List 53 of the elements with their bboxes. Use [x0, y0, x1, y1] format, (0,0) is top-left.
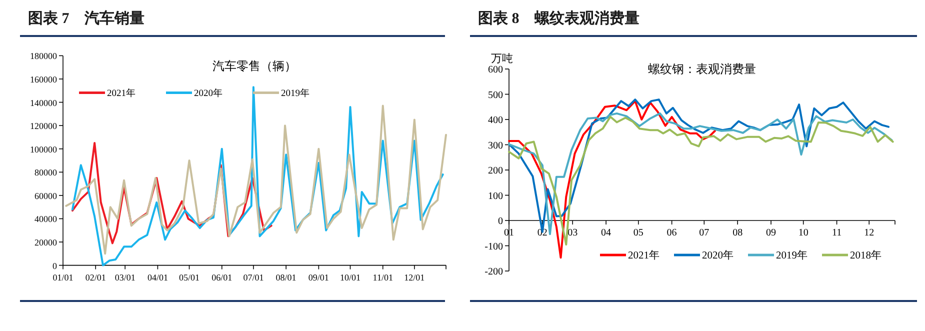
- x-tick-label: 05: [633, 228, 644, 238]
- y-tick-label: 0: [498, 216, 503, 227]
- y-tick-label: 80000: [34, 168, 58, 178]
- legend-label: 2019年: [776, 250, 808, 262]
- x-tick-label: 10: [798, 228, 808, 238]
- y-tick-label: 0: [52, 260, 58, 271]
- x-tick-label: 07: [699, 228, 710, 238]
- y-tick-label: 500: [488, 90, 503, 101]
- x-tick-label: 03: [568, 228, 578, 238]
- x-tick-label: 08/01: [276, 272, 296, 282]
- chart-title: 图表 7 汽车销量: [28, 9, 144, 27]
- chart-subtitle: 汽车零售（辆）: [212, 59, 296, 73]
- chart-subtitle: 螺纹钢：表观消费量: [648, 62, 756, 76]
- x-tick-label: 08: [732, 228, 743, 238]
- y-tick-label: -100: [484, 241, 503, 252]
- y-tick-label: 600: [488, 64, 503, 76]
- x-tick-label: 06: [666, 228, 677, 238]
- legend-label: 2018年: [850, 250, 882, 262]
- x-tick-label: 09: [766, 228, 776, 238]
- legend-label: 2020年: [702, 250, 734, 262]
- x-tick-label: 01/01: [52, 272, 74, 282]
- legend-label: 2021年: [628, 250, 660, 262]
- chart-title: 图表 8 螺纹表观消费量: [478, 10, 640, 27]
- y-tick-label: 100: [488, 190, 503, 202]
- legend-label: 2021年: [107, 87, 136, 100]
- x-tick-label: 02/01: [85, 272, 106, 282]
- x-tick-label: 07/01: [243, 272, 264, 282]
- y-tick-label: 60000: [34, 190, 58, 201]
- y-tick-label: 140000: [30, 98, 58, 108]
- legend-label: 2020年: [194, 87, 223, 100]
- x-tick-label: 10/01: [340, 272, 361, 282]
- y-tick-label: 20000: [34, 238, 58, 248]
- y-tick-label: 160000: [30, 74, 58, 84]
- y-tick-label: -200: [484, 266, 503, 278]
- x-tick-label: 11/01: [372, 272, 393, 282]
- x-tick-label: 05/01: [179, 272, 200, 282]
- y-tick-label: 200: [488, 166, 503, 176]
- x-tick-label: 12: [864, 228, 874, 238]
- y-tick-label: 100000: [30, 144, 58, 154]
- x-tick-label: 03/01: [114, 272, 136, 282]
- y-axis-title: 万吨: [491, 52, 513, 65]
- y-tick-label: 300: [488, 140, 503, 152]
- legend-label: 2019年: [281, 87, 310, 100]
- y-tick-label: 120000: [30, 121, 58, 132]
- x-tick-label: 09/01: [308, 272, 329, 282]
- x-tick-label: 11: [832, 228, 842, 238]
- x-tick-label: 04: [601, 228, 612, 238]
- x-tick-label: 04/01: [147, 272, 168, 282]
- y-tick-label: 400: [488, 115, 503, 126]
- y-tick-label: 40000: [34, 214, 58, 224]
- x-tick-label: 06/01: [212, 272, 232, 282]
- y-tick-label: 180000: [30, 51, 58, 62]
- x-tick-label: 12/01: [404, 272, 425, 282]
